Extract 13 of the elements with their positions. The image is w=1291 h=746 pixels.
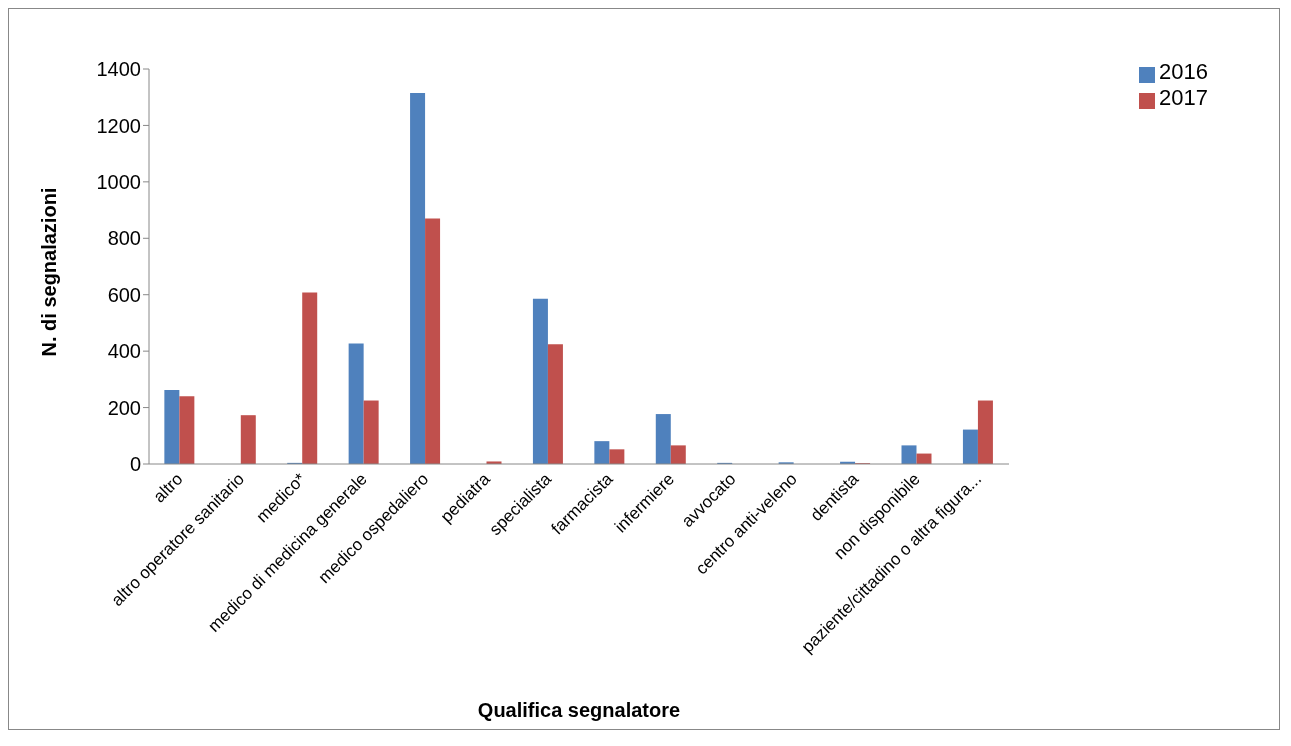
y-tick-label: 1000 — [96, 170, 141, 193]
y-tick-label: 800 — [107, 227, 141, 250]
x-axis-title: Qualifica segnalatore — [477, 699, 681, 721]
x-tick-label: altro — [149, 469, 187, 507]
legend-label: 2017 — [1159, 85, 1208, 110]
y-tick-label: 0 — [129, 453, 141, 476]
y-axis-title: N. di segnalazioni — [38, 187, 61, 357]
y-tick-label: 600 — [107, 283, 141, 306]
y-tick-label: 1200 — [96, 114, 141, 137]
y-tick-label: 200 — [107, 396, 141, 419]
y-tick-label: 1400 — [96, 58, 141, 81]
y-tick-label: 400 — [107, 340, 141, 363]
legend-label: 2016 — [1159, 59, 1208, 84]
